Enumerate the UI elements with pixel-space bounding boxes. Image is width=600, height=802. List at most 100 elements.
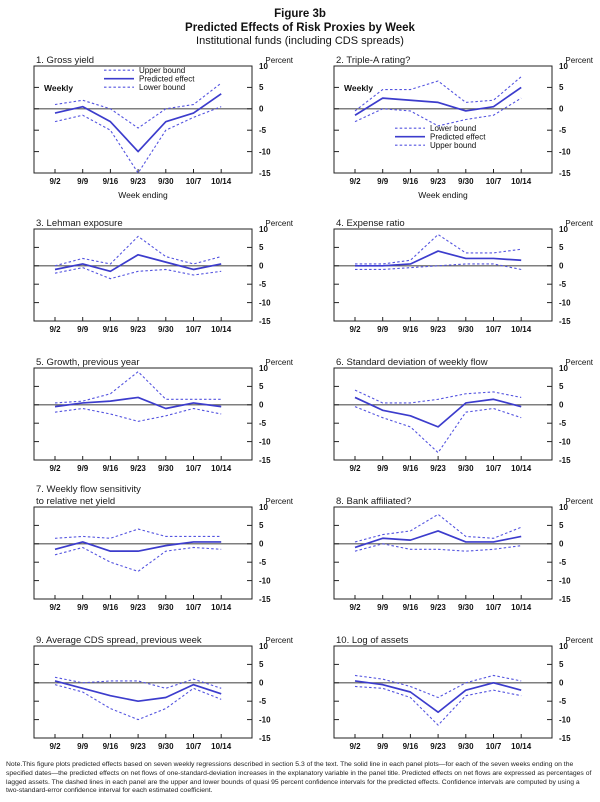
x-tick-label: 9/30 — [158, 742, 174, 751]
figure-title: Predicted Effects of Risk Proxies by Wee… — [185, 21, 415, 34]
y-tick-label: -5 — [559, 558, 567, 567]
x-tick-label: 9/23 — [430, 603, 446, 612]
y-axis-unit-label: Percent — [265, 636, 293, 645]
y-tick-label: 5 — [259, 661, 264, 670]
y-tick-label: 0 — [259, 679, 264, 688]
x-tick-label: 9/2 — [49, 325, 61, 334]
y-tick-label: -5 — [259, 419, 267, 428]
x-tick-label: 9/30 — [158, 603, 174, 612]
figure-subtitle: Institutional funds (including CDS sprea… — [196, 35, 404, 48]
y-tick-label: 5 — [259, 84, 264, 93]
y-tick-label: 0 — [259, 540, 264, 549]
y-tick-label: -5 — [559, 697, 567, 706]
series-lower-bound-line — [54, 267, 222, 280]
y-tick-label: 10 — [559, 62, 568, 71]
panels-grid: 10 5 0 -5 -10 -15 9/2 9/9 9/16 9/23 9/30 10/7 10/14 1… — [0, 52, 600, 758]
plot-frame — [33, 367, 253, 461]
series-lower-bound-line — [355, 263, 522, 271]
series-predicted-effect-line — [54, 254, 222, 273]
x-tick-label: 9/16 — [403, 325, 419, 334]
y-tick-label: 0 — [259, 262, 264, 271]
panel-title: 9. Average CDS spread, previous week — [36, 635, 202, 646]
x-tick-label: 9/30 — [158, 464, 174, 473]
legend-label-predicted-effect: Predicted effect — [430, 133, 486, 142]
y-tick-label: -15 — [259, 734, 271, 743]
x-tick-label: 9/30 — [458, 464, 474, 473]
series-predicted-effect-line — [354, 396, 522, 429]
y-tick-label: -10 — [259, 716, 271, 725]
y-axis-unit-label: Percent — [565, 636, 593, 645]
x-tick-label: 10/7 — [486, 603, 502, 612]
weekly-label: Weekly — [44, 83, 73, 93]
x-tick-label: 9/30 — [458, 603, 474, 612]
series-lower-bound-line — [354, 97, 522, 127]
x-tick-label: 10/14 — [511, 742, 532, 751]
x-tick-label: 10/7 — [486, 464, 502, 473]
y-tick-label: 5 — [559, 522, 564, 531]
panel-10-chart: 10 5 0 -5 -10 -15 9/2 9/9 9/16 9/23 9/30 10/7 10/14 1… — [333, 635, 594, 751]
x-tick-label: 10/7 — [186, 742, 202, 751]
x-tick-label: 9/16 — [103, 325, 119, 334]
y-tick-label: -15 — [259, 595, 271, 604]
x-tick-label: 10/14 — [511, 177, 532, 186]
y-tick-label: -10 — [259, 299, 271, 308]
series-lower-bound-line — [54, 547, 222, 573]
series-upper-bound-line — [54, 82, 222, 129]
panel-3-lehman-exposure: 10 5 0 -5 -10 -15 9/2 9/9 9/16 9/23 9/30 10/7 10/14 3… — [0, 207, 300, 341]
x-tick-label: 9/30 — [158, 177, 174, 186]
y-tick-label: -10 — [559, 438, 571, 447]
plot-frame — [333, 506, 553, 600]
x-tick-label: 9/9 — [77, 325, 89, 334]
panel-8-chart: 10 5 0 -5 -10 -15 9/2 9/9 9/16 9/23 9/30 10/7 10/14 8… — [333, 496, 594, 612]
x-axis-label: Week ending — [418, 190, 468, 200]
y-axis-unit-label: Percent — [565, 497, 593, 506]
x-tick-label: 9/16 — [103, 742, 119, 751]
y-tick-label: -5 — [559, 419, 567, 428]
series-lower-bound-line — [54, 684, 222, 721]
x-tick-label: 10/7 — [486, 325, 502, 334]
figure-header: Figure 3b Predicted Effects of Risk Prox… — [0, 0, 600, 48]
x-tick-label: 10/7 — [186, 325, 202, 334]
series-lower-bound-line — [54, 408, 222, 423]
series-predicted-effect-line — [54, 93, 222, 153]
panel-title: 4. Expense ratio — [336, 218, 405, 229]
panel-title: 3. Lehman exposure — [36, 218, 123, 229]
x-tick-label: 9/23 — [430, 464, 446, 473]
y-axis-unit-label: Percent — [265, 219, 293, 228]
series-lower-bound-line — [54, 106, 222, 174]
plot-frame — [33, 506, 253, 600]
y-tick-label: -15 — [559, 169, 571, 178]
plot-frame — [333, 65, 553, 174]
y-tick-label: 0 — [259, 105, 264, 114]
panel-1-chart: 10 5 0 -5 -10 -15 9/2 9/9 9/16 9/23 9/30 10/7 10/14 1… — [33, 55, 294, 200]
x-tick-label: 9/2 — [349, 742, 361, 751]
panel-7-chart: 10 5 0 -5 -10 -15 9/2 9/9 9/16 9/23 9/30 10/7 10/14 7… — [33, 485, 294, 612]
y-axis-unit-label: Percent — [565, 358, 593, 367]
series-lower-bound-line — [354, 406, 522, 454]
y-tick-label: -10 — [259, 148, 271, 157]
y-tick-label: -5 — [259, 280, 267, 289]
series-lower-bound-line — [354, 686, 522, 726]
series-upper-bound-line — [355, 234, 522, 265]
x-tick-label: 9/2 — [349, 603, 361, 612]
y-tick-label: -10 — [559, 148, 571, 157]
series-upper-bound-line — [354, 675, 522, 699]
y-tick-label: 0 — [559, 262, 564, 271]
y-tick-label: 5 — [259, 383, 264, 392]
x-tick-label: 10/14 — [211, 603, 232, 612]
y-tick-label: -10 — [259, 438, 271, 447]
series-predicted-effect-line — [355, 250, 522, 267]
x-tick-label: 9/16 — [103, 464, 119, 473]
x-tick-label: 9/2 — [349, 325, 361, 334]
x-tick-label: 9/9 — [377, 177, 389, 186]
panel-9-chart: 10 5 0 -5 -10 -15 9/2 9/9 9/16 9/23 9/30 10/7 10/14 9… — [33, 635, 294, 751]
x-tick-label: 10/7 — [186, 603, 202, 612]
panel-5-growth-previous-year: 10 5 0 -5 -10 -15 9/2 9/9 9/16 9/23 9/30 10/7 10/14 5… — [0, 346, 300, 480]
y-tick-label: -15 — [259, 169, 271, 178]
figure-note: Note.This figure plots predicted effects… — [6, 761, 592, 795]
y-tick-label: -10 — [559, 716, 571, 725]
x-tick-label: 9/9 — [377, 603, 389, 612]
x-tick-label: 10/14 — [511, 325, 532, 334]
panel-title: 8. Bank affiliated? — [336, 496, 411, 507]
y-tick-label: 5 — [559, 661, 564, 670]
